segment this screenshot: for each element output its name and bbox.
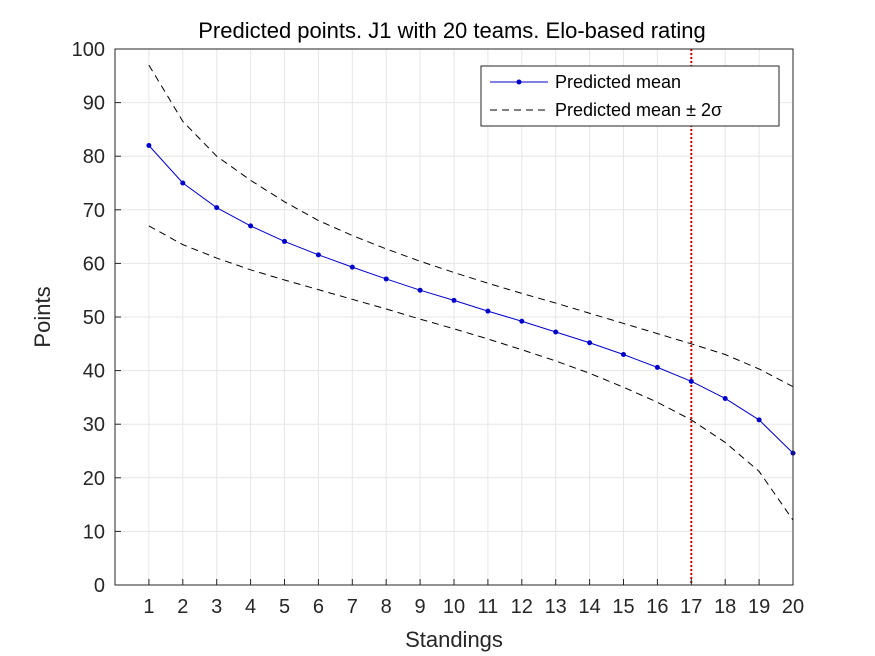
x-tick-label: 19 [748,596,770,618]
axes [114,48,794,586]
data-point [451,297,457,303]
series-line-mean [148,145,794,454]
data-point [383,276,389,282]
legend-marker-mean [516,79,522,85]
x-tick-label: 5 [279,596,290,618]
x-tick-label: 11 [478,596,499,618]
tick-labels: 1 2 3 4 5 6 7 8 9 10 11 12 13 14 15 16 17 18 19 20010203040… [72,39,805,618]
x-tick-label: 13 [545,596,567,618]
series-line-upper [148,64,794,388]
y-tick-label: 40 [83,361,105,383]
data-point [688,378,694,384]
data-point [349,264,355,270]
x-tick-label: 20 [782,596,804,618]
data-point [621,352,626,358]
x-tick-label: 8 [381,596,392,618]
data-point [519,318,525,324]
x-tick-label: 7 [347,596,358,618]
y-axis-label: Points [30,286,55,347]
y-tick-label: 10 [83,521,105,543]
x-tick-label: 14 [578,596,600,618]
data-point [214,205,220,211]
data-point [587,340,593,346]
data-point [485,308,491,314]
data-point [756,417,762,423]
series-line-lower [148,225,794,521]
y-tick-label: 70 [83,200,105,222]
y-tick-label: 30 [83,414,105,436]
y-tick-label: 90 [83,93,105,115]
y-tick-label: 50 [83,307,105,329]
y-tick-label: 60 [83,253,105,275]
data-point [417,287,423,293]
data-point [315,252,321,258]
x-tick-label: 16 [646,596,668,618]
x-tick-label: 6 [313,596,324,618]
data-point [180,180,186,186]
data-point [248,223,254,229]
x-tick-label: 10 [443,596,465,618]
data-point [282,238,287,244]
data-point [654,364,660,370]
legend-box [480,65,780,127]
data-point [722,395,728,401]
chart-title: Predicted points. J1 with 20 teams. Elo-… [198,18,706,43]
y-tick-label: 0 [94,575,105,597]
legend-label-mean: Predicted mean [555,72,681,92]
series-layer [146,49,796,585]
data-point [553,329,559,335]
x-tick-label: 15 [612,596,634,618]
x-tick-label: 3 [211,596,222,618]
x-tick-label: 17 [680,596,702,618]
x-tick-label: 2 [177,596,188,618]
x-tick-label: 9 [415,596,426,618]
x-tick-label: 4 [245,596,256,618]
x-tick-label: 12 [511,596,533,618]
x-axis-label: Standings [405,627,503,652]
y-tick-label: 80 [83,146,105,168]
legend-label-band: Predicted mean ± 2σ [555,100,722,120]
x-tick-label: 18 [714,596,736,618]
x-tick-label: 1 [143,596,154,618]
data-point [146,142,152,148]
legend: Predicted mean Predicted mean ± 2σ [480,65,780,127]
y-tick-label: 20 [83,468,105,490]
y-tick-label: 100 [72,39,105,61]
